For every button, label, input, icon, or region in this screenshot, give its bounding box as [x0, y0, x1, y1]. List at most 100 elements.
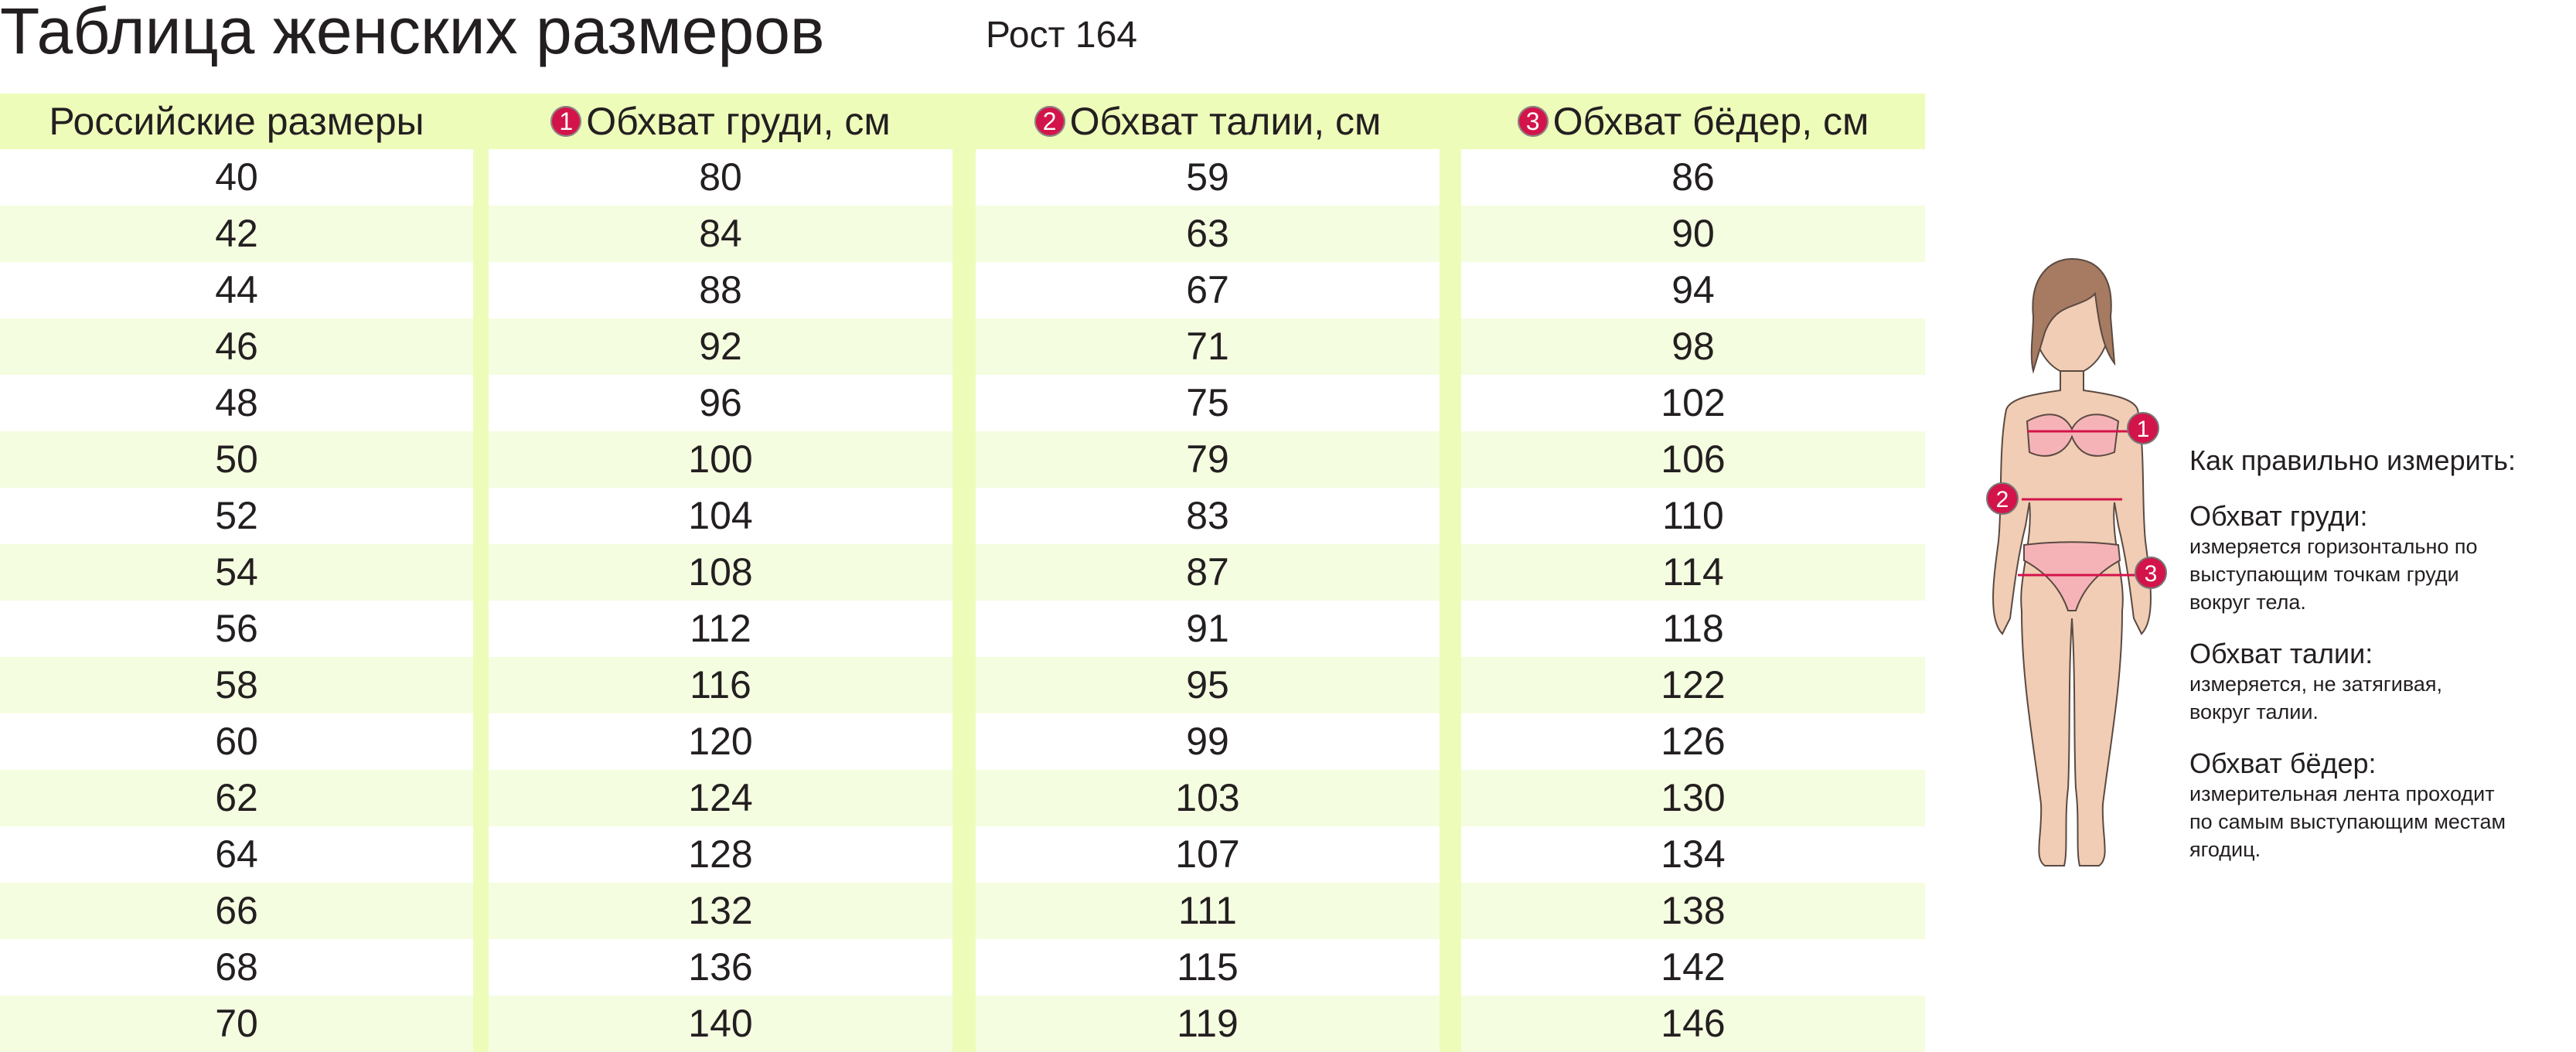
table-column: 80 84 88 92 96 100 104 108 112 116 120 124 128 132 136… [489, 149, 952, 1052]
column-header: 1 Обхват груди, см [489, 94, 952, 149]
table-cell: 80 [489, 149, 952, 206]
number-badge-icon: 1 [550, 106, 582, 137]
instruction-line: измеряется горизонтально по [2189, 535, 2478, 558]
marker-2: 2 [1996, 487, 2009, 512]
table-cell: 142 [1461, 939, 1925, 996]
table-cell: 116 [489, 657, 952, 713]
instruction-heading: Обхват груди: [2189, 500, 2368, 532]
table-cell: 107 [976, 826, 1440, 883]
table-cell: 136 [489, 939, 952, 996]
table-cell: 60 [0, 713, 473, 770]
table-cell: 50 [0, 431, 473, 488]
column-header-label: Обхват бёдер, см [1552, 100, 1869, 143]
height-label: Рост 164 [986, 15, 1138, 56]
table-cell: 59 [976, 149, 1440, 206]
table-cell: 128 [489, 826, 952, 883]
table-cell: 42 [0, 206, 473, 262]
table-cell: 102 [1461, 375, 1925, 431]
instruction-text: измеряется, не затягивая, вокруг талии. [2189, 670, 2576, 726]
marker-1: 1 [2137, 417, 2150, 442]
table-cell: 88 [489, 262, 952, 318]
table-cell: 56 [0, 601, 473, 657]
table-cell: 103 [976, 770, 1440, 826]
table-cell: 100 [489, 431, 952, 488]
table-cell: 134 [1461, 826, 1925, 883]
body-figure-illustration: 1 2 3 [1986, 257, 2167, 866]
table-cell: 98 [1461, 318, 1925, 375]
table-cell: 48 [0, 375, 473, 431]
table-cell: 64 [0, 826, 473, 883]
table-cell: 44 [0, 262, 473, 318]
number-badge-icon: 3 [1517, 106, 1549, 137]
table-cell: 115 [976, 939, 1440, 996]
table-cell: 138 [1461, 883, 1925, 939]
table-cell: 70 [0, 996, 473, 1052]
table-cell: 110 [1461, 488, 1925, 544]
instructions-title: Как правильно измерить: [2189, 444, 2516, 476]
table-cell: 96 [489, 375, 952, 431]
instruction-line: вокруг талии. [2189, 700, 2319, 723]
instruction-line: выступающим точкам груди [2189, 563, 2459, 586]
instruction-heading: Обхват бёдер: [2189, 747, 2377, 779]
number-badge-icon: 2 [1034, 106, 1065, 137]
column-header-label: Обхват талии, см [1069, 100, 1382, 143]
instruction-line: измеряется, не затягивая, [2189, 672, 2443, 696]
table-cell: 75 [976, 375, 1440, 431]
column-header: 2 Обхват талии, см [976, 94, 1440, 149]
table-cell: 71 [976, 318, 1440, 375]
page-title: Таблица женских размеров [0, 0, 825, 67]
instruction-heading: Обхват талии: [2189, 638, 2373, 669]
table-cell: 91 [976, 601, 1440, 657]
table-cell: 68 [0, 939, 473, 996]
table-cell: 114 [1461, 544, 1925, 601]
table-cell: 87 [976, 544, 1440, 601]
column-header-label: Российские размеры [49, 100, 424, 143]
table-cell: 52 [0, 488, 473, 544]
table-cell: 54 [0, 544, 473, 601]
table-cell: 130 [1461, 770, 1925, 826]
instruction-text: измеряется горизонтально по выступающим т… [2189, 533, 2576, 616]
table-cell: 104 [489, 488, 952, 544]
measure-instructions: Как правильно измерить: Обхват груди: изм… [2189, 444, 2576, 885]
table-cell: 118 [1461, 601, 1925, 657]
table-cell: 62 [0, 770, 473, 826]
instruction-text: измерительная лента проходит по самым выс… [2189, 780, 2576, 863]
table-cell: 122 [1461, 657, 1925, 713]
table-cell: 40 [0, 149, 473, 206]
table-cell: 120 [489, 713, 952, 770]
marker-3: 3 [2145, 561, 2158, 587]
table-cell: 94 [1461, 262, 1925, 318]
table-cell: 67 [976, 262, 1440, 318]
table-column: 59 63 67 71 75 79 83 87 91 95 99 103 107 111 115 119 [976, 149, 1440, 1052]
table-cell: 126 [1461, 713, 1925, 770]
table-cell: 140 [489, 996, 952, 1052]
table-cell: 63 [976, 206, 1440, 262]
table-cell: 146 [1461, 996, 1925, 1052]
instruction-line: ягодиц. [2189, 838, 2261, 861]
table-cell: 92 [489, 318, 952, 375]
table-column: 86 90 94 98 102 106 110 114 118 122 126 130 134 138 14… [1461, 149, 1925, 1052]
table-cell: 106 [1461, 431, 1925, 488]
column-header: 3 Обхват бёдер, см [1461, 94, 1925, 149]
table-cell: 95 [976, 657, 1440, 713]
table-cell: 86 [1461, 149, 1925, 206]
table-column: 40 42 44 46 48 50 52 54 56 58 60 62 64 66 68 70 [0, 149, 473, 1052]
table-cell: 83 [976, 488, 1440, 544]
table-cell: 46 [0, 318, 473, 375]
table-cell: 84 [489, 206, 952, 262]
instruction-line: измерительная лента проходит [2189, 782, 2495, 805]
instruction-line: по самым выступающим местам [2189, 810, 2506, 833]
column-header: Российские размеры [0, 94, 473, 149]
table-cell: 90 [1461, 206, 1925, 262]
table-cell: 99 [976, 713, 1440, 770]
size-table: Российские размеры 1 Обхват груди, см 2 Обхв… [0, 94, 1925, 1052]
table-cell: 79 [976, 431, 1440, 488]
table-cell: 108 [489, 544, 952, 601]
table-cell: 58 [0, 657, 473, 713]
column-header-label: Обхват груди, см [586, 100, 891, 143]
table-cell: 111 [976, 883, 1440, 939]
table-cell: 112 [489, 601, 952, 657]
table-cell: 119 [976, 996, 1440, 1052]
table-cell: 66 [0, 883, 473, 939]
table-cell: 124 [489, 770, 952, 826]
